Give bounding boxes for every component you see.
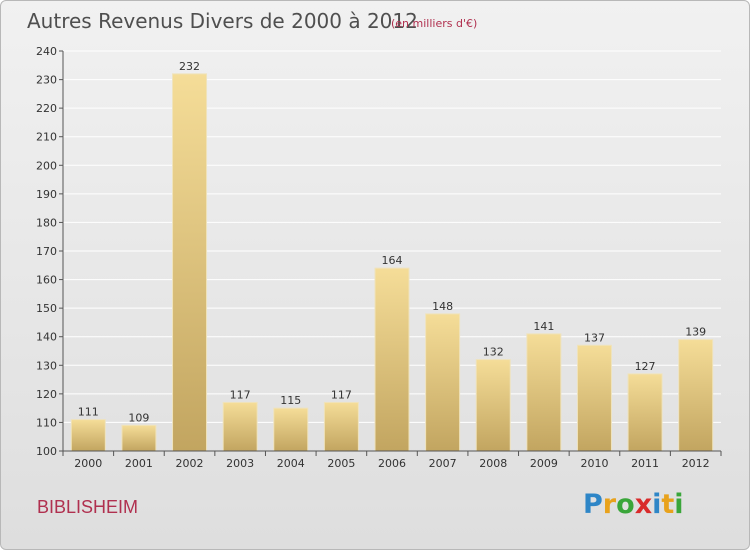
value-label: 132 xyxy=(483,346,504,359)
y-tick-label: 160 xyxy=(36,274,57,287)
axes xyxy=(62,51,721,452)
value-label: 111 xyxy=(78,406,99,419)
value-label: 117 xyxy=(230,388,251,401)
value-labels: 111 109 232 117 115 117 164 148 132 141 137 127 139 xyxy=(78,60,706,424)
bars xyxy=(70,73,714,452)
x-tick-label: 2003 xyxy=(226,457,254,470)
logo-letter: i xyxy=(674,489,684,520)
x-tick-label: 2011 xyxy=(631,457,659,470)
bar xyxy=(374,267,410,452)
x-tick-label: 2005 xyxy=(327,457,355,470)
y-tick-label: 110 xyxy=(36,416,57,429)
x-tick-label: 2000 xyxy=(74,457,102,470)
bar xyxy=(70,419,106,452)
chart-title: Autres Revenus Divers de 2000 à 2012 xyxy=(27,9,418,33)
x-tick-label: 2008 xyxy=(479,457,507,470)
value-label: 141 xyxy=(533,320,554,333)
y-tick-label: 150 xyxy=(36,302,57,315)
bar xyxy=(222,401,258,452)
bar xyxy=(323,401,359,452)
bar xyxy=(576,344,612,452)
logo-letter: o xyxy=(616,489,635,520)
bar xyxy=(627,373,663,452)
value-label: 109 xyxy=(128,411,149,424)
x-tick-label: 2006 xyxy=(378,457,406,470)
x-tick-label: 2001 xyxy=(125,457,153,470)
value-label: 232 xyxy=(179,60,200,73)
value-label: 164 xyxy=(382,254,403,267)
y-tick-label: 240 xyxy=(36,45,57,58)
y-tick-label: 230 xyxy=(36,74,57,87)
bar xyxy=(121,424,157,452)
town-name: BIBLISHEIM xyxy=(37,497,139,517)
bar xyxy=(475,359,511,452)
x-tick-label: 2007 xyxy=(429,457,457,470)
y-tick-label: 100 xyxy=(36,445,57,458)
value-label: 115 xyxy=(280,394,301,407)
logo-letter: r xyxy=(602,489,617,520)
x-tick-label: 2002 xyxy=(176,457,204,470)
y-tick-label: 120 xyxy=(36,388,57,401)
x-tick-label: 2010 xyxy=(580,457,608,470)
y-tick-label: 220 xyxy=(36,102,57,115)
value-label: 139 xyxy=(685,326,706,339)
y-tick-label: 210 xyxy=(36,131,57,144)
y-tick-labels: 100 110 120 130 140 150 160 170 180 190 200 210 220 2… xyxy=(36,45,57,458)
y-tick-label: 180 xyxy=(36,216,57,229)
x-tick-label: 2012 xyxy=(682,457,710,470)
x-tick-label: 2004 xyxy=(277,457,305,470)
y-tick-label: 200 xyxy=(36,159,57,172)
y-tick-label: 170 xyxy=(36,245,57,258)
x-tick-labels: 2000 2001 2002 2003 2004 2005 2006 2007 2008 2009… xyxy=(62,451,722,470)
logo-letter: P xyxy=(583,489,603,520)
chart-subtitle: (en milliers d'€) xyxy=(391,17,478,30)
y-tick-label: 190 xyxy=(36,188,57,201)
x-tick-label: 2009 xyxy=(530,457,558,470)
logo-letter: i xyxy=(652,489,662,520)
bar xyxy=(172,73,208,452)
y-tick-label: 140 xyxy=(36,331,57,344)
logo-letter: t xyxy=(661,489,675,520)
proxiti-logo: Proxiti xyxy=(583,489,684,520)
bar xyxy=(526,333,562,452)
bar xyxy=(425,313,461,452)
bar xyxy=(678,339,714,452)
value-label: 117 xyxy=(331,388,352,401)
y-tick-label: 130 xyxy=(36,359,57,372)
value-label: 148 xyxy=(432,300,453,313)
bar xyxy=(273,407,309,452)
value-label: 137 xyxy=(584,331,605,344)
logo-letter: x xyxy=(634,489,653,520)
value-label: 127 xyxy=(635,360,656,373)
